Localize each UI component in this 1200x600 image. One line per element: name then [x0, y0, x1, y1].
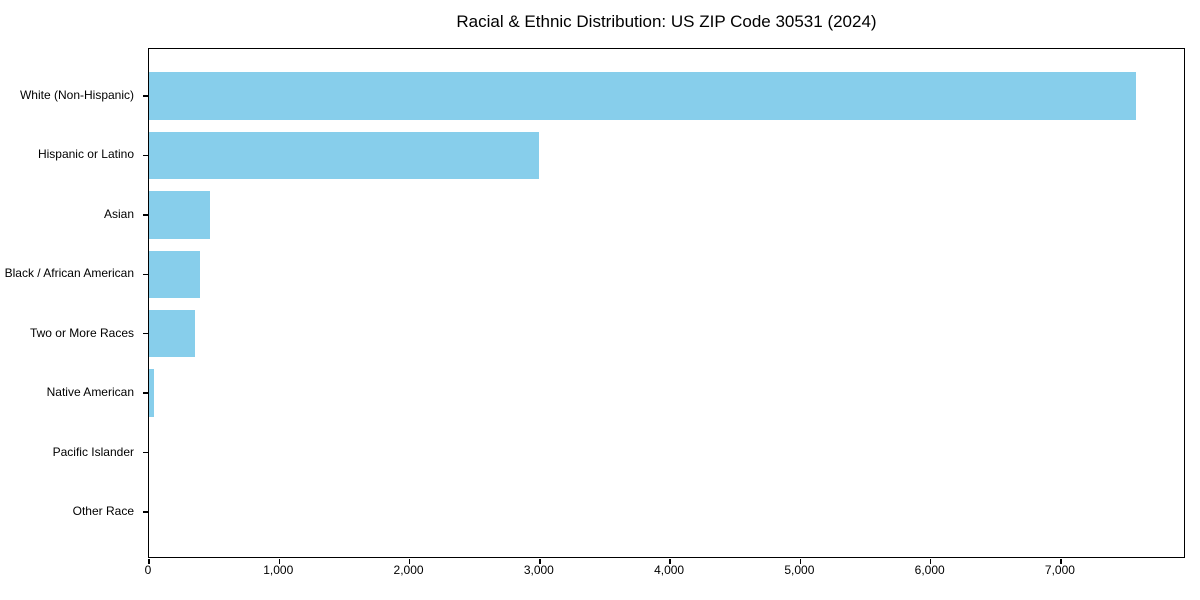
x-tick-mark — [148, 559, 150, 564]
x-tick-mark — [539, 559, 541, 564]
x-tick-label: 7,000 — [1044, 563, 1075, 577]
chart-title: Racial & Ethnic Distribution: US ZIP Cod… — [456, 12, 877, 31]
y-tick-mark — [142, 154, 148, 157]
y-tick-label: Other Race — [72, 504, 134, 519]
plot-area — [142, 48, 1185, 564]
y-tick-mark — [142, 451, 148, 454]
bar — [149, 131, 539, 180]
y-tick-label: Black / African American — [4, 266, 134, 281]
bar — [149, 369, 154, 417]
y-tick-label: Native American — [46, 385, 134, 400]
x-tick-label: 4,000 — [654, 563, 685, 577]
y-tick-label: Pacific Islander — [52, 444, 134, 459]
x-tick-mark — [278, 559, 280, 564]
bar — [149, 72, 1137, 120]
x-tick-label: 3,000 — [523, 563, 554, 577]
y-tick-label: Asian — [103, 206, 134, 221]
y-tick-mark — [142, 333, 148, 335]
x-tick-label: 1,000 — [263, 563, 294, 577]
y-tick-label: White (Non-Hispanic) — [19, 87, 134, 102]
x-tick-label: 2,000 — [393, 563, 424, 577]
bar — [149, 191, 210, 239]
y-tick-mark — [142, 95, 148, 97]
x-tick-mark — [408, 559, 411, 564]
x-tick-mark — [799, 559, 802, 564]
bar — [149, 250, 201, 299]
y-tick-mark — [142, 214, 148, 216]
x-tick-mark — [929, 559, 932, 564]
x-tick-label: 0 — [144, 563, 152, 577]
x-tick-label: 6,000 — [914, 563, 945, 577]
y-tick-label: Two or More Races — [29, 325, 134, 340]
y-tick-label: Hispanic or Latino — [37, 147, 134, 162]
x-tick-mark — [1060, 559, 1062, 564]
bar — [149, 309, 195, 358]
y-axis-labels: White (Non-Hispanic) Hispanic or Latino As… — [0, 48, 141, 558]
x-tick-mark — [669, 559, 671, 564]
y-tick-mark — [142, 392, 148, 394]
y-tick-mark — [142, 511, 148, 513]
x-axis-labels: 0 1,000 2,000 3,000 4,000 5,000 6,000 7,000 — [144, 563, 1185, 583]
x-tick-label: 5,000 — [784, 563, 815, 577]
y-tick-mark — [142, 273, 148, 275]
